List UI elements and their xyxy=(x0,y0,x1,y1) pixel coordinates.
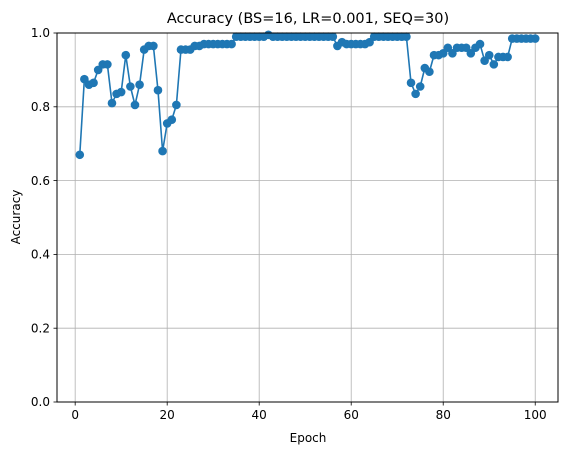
x-axis: 0 20 40 60 80 100 xyxy=(71,402,547,422)
data-point xyxy=(415,82,425,91)
x-tick-label: 100 xyxy=(524,408,547,422)
y-tick-label: 0.4 xyxy=(31,248,50,262)
data-point xyxy=(149,41,158,51)
data-point xyxy=(158,146,167,156)
x-tick-label: 40 xyxy=(252,408,267,422)
data-point xyxy=(89,78,98,88)
y-axis: 0.0 0.2 0.4 0.6 0.8 1.0 xyxy=(31,26,57,409)
data-point xyxy=(130,100,140,110)
y-tick-label: 0.2 xyxy=(31,321,50,335)
data-point xyxy=(103,60,112,69)
data-point xyxy=(167,115,177,125)
data-point xyxy=(503,52,512,62)
x-tick-label: 0 xyxy=(71,408,79,422)
y-tick-label: 0.6 xyxy=(31,174,50,188)
x-tick-label: 60 xyxy=(344,408,359,422)
x-axis-title: Epoch xyxy=(290,431,327,445)
data-point xyxy=(406,78,416,88)
data-point xyxy=(328,32,338,41)
data-point xyxy=(126,82,135,91)
data-point xyxy=(484,50,494,60)
data-point xyxy=(135,80,144,89)
data-point xyxy=(411,89,420,99)
data-point xyxy=(489,60,499,69)
y-axis-title: Accuracy xyxy=(9,190,23,245)
plot-frame xyxy=(56,32,559,403)
data-point xyxy=(402,32,411,41)
data-point xyxy=(75,150,85,160)
chart-title: Accuracy (BS=16, LR=0.001, SEQ=30) xyxy=(167,11,449,27)
x-tick-label: 80 xyxy=(436,408,451,422)
y-tick-label: 0.0 xyxy=(31,395,50,409)
data-point xyxy=(425,67,434,77)
data-point xyxy=(172,100,181,110)
data-series xyxy=(75,30,540,160)
data-point xyxy=(153,85,163,95)
data-point xyxy=(121,50,131,60)
x-tick-label: 20 xyxy=(160,408,175,422)
y-tick-label: 1.0 xyxy=(31,26,50,40)
y-tick-label: 0.8 xyxy=(31,100,50,114)
data-point xyxy=(530,34,540,43)
data-point xyxy=(227,39,236,49)
data-point xyxy=(475,39,485,49)
data-point xyxy=(116,87,126,97)
data-point xyxy=(107,98,117,108)
